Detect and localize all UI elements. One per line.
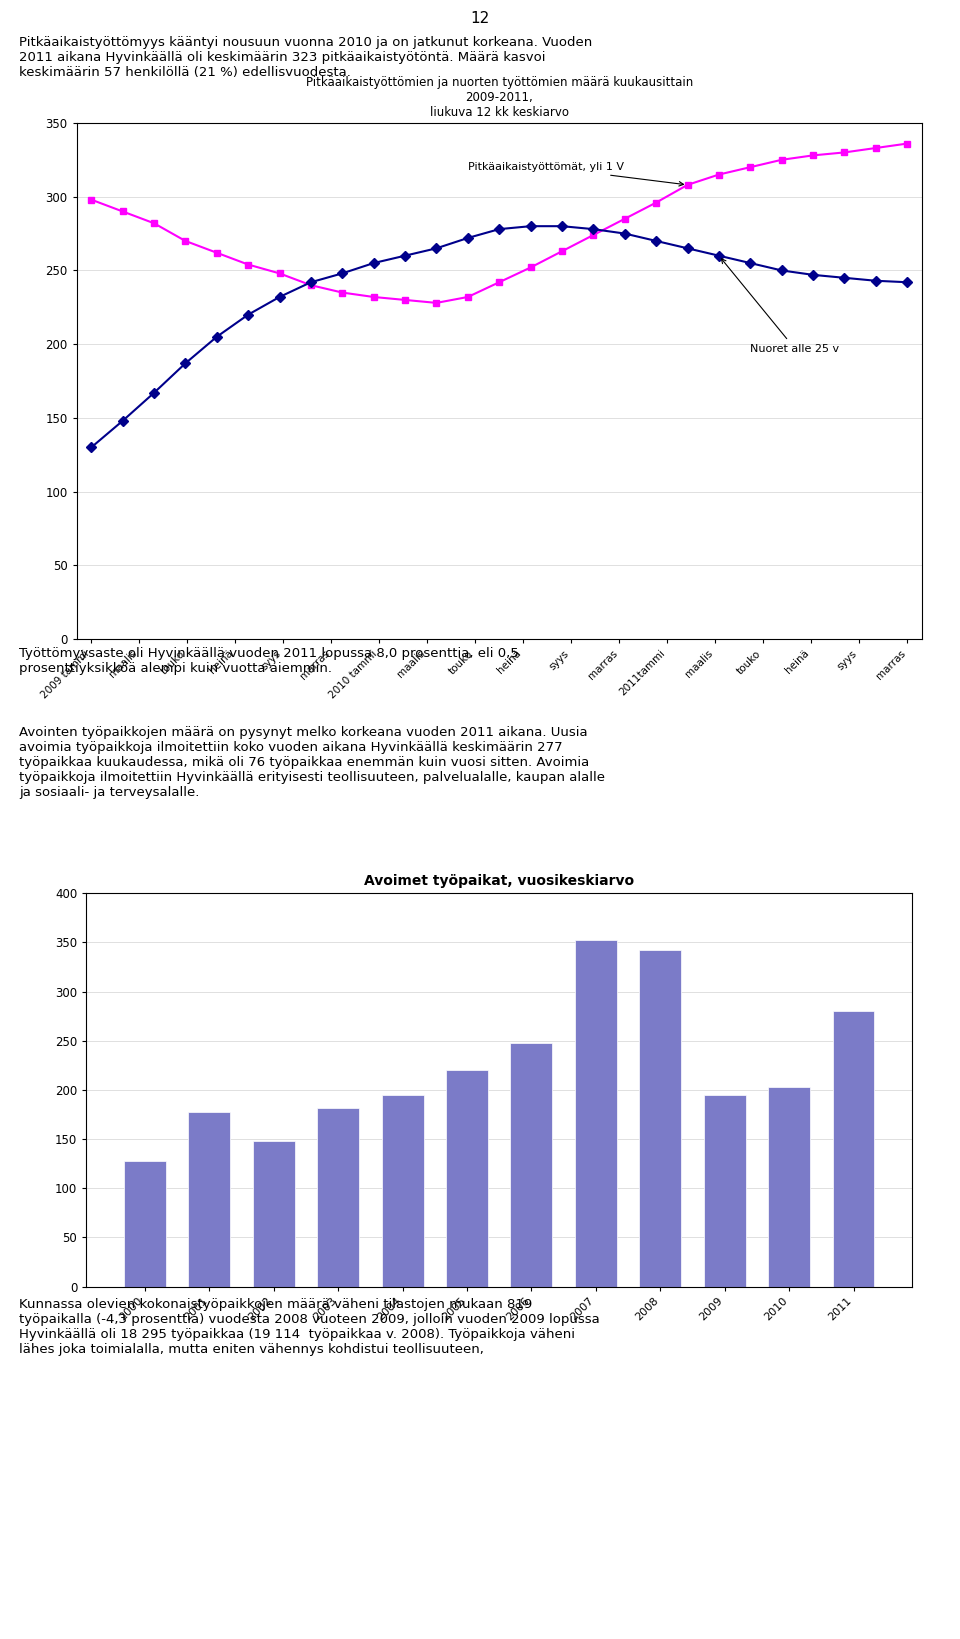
Bar [188,1111,230,1287]
Text: Avointen työpaikkojen määrä on pysynyt melko korkeana vuoden 2011 aikana. Uusia
: Avointen työpaikkojen määrä on pysynyt m… [19,726,605,800]
Text: Pitkäaikaistyöttömyys kääntyi nousuun vuonna 2010 ja on jatkunut korkeana. Vuode: Pitkäaikaistyöttömyys kääntyi nousuun vu… [19,36,592,79]
Title: Pitkäaikaistyöttömien ja nuorten työttömien määrä kuukausittain
2009-2011,
liuku: Pitkäaikaistyöttömien ja nuorten työttöm… [305,75,693,120]
Bar [639,951,682,1287]
Bar [704,1095,746,1287]
Text: 12: 12 [470,10,490,26]
Bar [575,941,616,1287]
Bar [832,1011,875,1287]
Text: Pitkäaikaistyöttömät, yli 1 V: Pitkäaikaistyöttömät, yli 1 V [468,162,684,187]
Bar [317,1108,359,1287]
Title: Avoimet työpaikat, vuosikeskiarvo: Avoimet työpaikat, vuosikeskiarvo [364,874,635,888]
Bar [446,1070,488,1287]
Text: Työttömyysaste oli Hyvinkäällä vuoden 2011 lopussa 8,0 prosenttia, eli 0,5
prose: Työttömyysaste oli Hyvinkäällä vuoden 20… [19,647,519,675]
Bar [511,1042,552,1287]
Bar [382,1095,423,1287]
Bar [124,1160,166,1287]
Text: Kunnassa olevien kokonaistyöpaikkojen määrä väheni tilastojen mukaan 819
työpaik: Kunnassa olevien kokonaistyöpaikkojen mä… [19,1298,600,1355]
Text: Nuoret alle 25 v: Nuoret alle 25 v [721,259,839,354]
Bar [768,1087,810,1287]
Bar [252,1141,295,1287]
